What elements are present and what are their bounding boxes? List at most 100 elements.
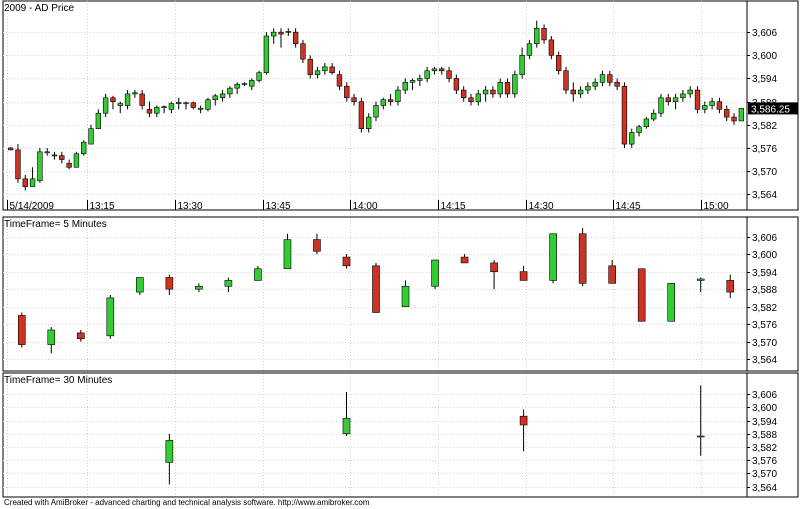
candle-body [614, 82, 620, 87]
last-price-marker: 3,586.25 [748, 102, 798, 115]
candle-body [621, 85, 628, 145]
candle-body [401, 285, 410, 307]
candle-body [278, 31, 284, 35]
candle-body [637, 268, 646, 322]
price-pane: 3,564 3,570 3,576 3,582 3,588 3,594 3,600 3,606… [2, 0, 799, 497]
candle-body [95, 112, 102, 129]
y-tick-label: 3,576 [752, 144, 777, 155]
y-tick-label: 3,582 [752, 303, 777, 314]
y-tick-label: 3,588 [752, 430, 777, 441]
candle-body [234, 83, 240, 89]
candle-body [585, 85, 591, 91]
candle-body [224, 280, 233, 287]
candle-body [66, 163, 72, 168]
candle-body [344, 85, 350, 99]
candle-body [44, 151, 50, 154]
candle-body [446, 70, 452, 79]
candle-body [629, 132, 635, 145]
candle-body [672, 97, 679, 102]
y-tick-label: 3,570 [752, 167, 777, 178]
candle-body [409, 80, 416, 83]
candle-body [431, 68, 438, 72]
candle-body [47, 329, 56, 345]
candle-body [519, 415, 528, 426]
candle-body [314, 70, 321, 75]
candle-body [136, 277, 144, 293]
y-tick-label: 3,606 [752, 233, 777, 244]
y-tick-label: 3,570 [752, 469, 777, 480]
candle-body [254, 268, 262, 281]
candle-body [81, 141, 87, 155]
candle-body [190, 102, 197, 108]
candle-body [726, 280, 735, 293]
y-tick-label: 3,564 [752, 483, 777, 494]
candle-body [165, 277, 174, 290]
candle-body [599, 74, 606, 83]
candle-body [512, 74, 518, 95]
candle-body [372, 265, 380, 313]
timeframe-30min-pane: 3,564 3,570 3,576 3,582 3,588 3,594 3,600 3,606 [2, 372, 799, 498]
candle-body [263, 35, 270, 73]
x-tick-label: 13:15 [90, 201, 115, 212]
y-tick-label: 3,576 [752, 320, 777, 331]
y-tick-label: 3,600 [752, 51, 777, 62]
pane-frame [2, 216, 799, 372]
candle-body [650, 112, 657, 120]
candle-body [73, 153, 80, 168]
candle-body [197, 107, 204, 110]
candle-body [366, 116, 372, 129]
last-price-label: 3,586.25 [751, 104, 790, 115]
x-tick-label: 15:00 [704, 201, 729, 212]
candle-body [592, 82, 598, 87]
y-tick-label: 3,606 [752, 390, 777, 401]
candle-body [176, 102, 182, 104]
x-tick-label: 13:30 [178, 201, 203, 212]
x-tick-label: 14:00 [353, 201, 378, 212]
y-tick-label: 3,594 [752, 268, 777, 279]
candle-body [431, 259, 439, 287]
candle-body [29, 178, 36, 187]
candle-body [738, 108, 745, 122]
candle-body [680, 93, 686, 99]
candle-body [154, 107, 160, 114]
candle-body [271, 31, 277, 37]
candle-body [687, 89, 693, 95]
candle-body [694, 89, 701, 110]
candle-body [139, 93, 145, 106]
candle-body [497, 82, 503, 95]
candle-body [351, 97, 357, 102]
candle-body [307, 58, 313, 75]
candle-body [402, 82, 408, 91]
candle-body [17, 315, 26, 345]
candle-body [534, 27, 540, 45]
candle-body [51, 154, 58, 157]
x-tick-label: 5/14/2009 [10, 201, 55, 212]
candle-body [475, 93, 481, 102]
candle-body [285, 31, 291, 33]
candle-body [548, 39, 555, 56]
candle-body [358, 101, 365, 129]
candle-body [439, 68, 445, 72]
y-tick-label: 3,582 [752, 121, 777, 132]
candle-body [519, 55, 525, 75]
candle-body [342, 418, 351, 435]
candle-body [59, 155, 65, 160]
candle-body [667, 283, 676, 322]
y-tick-label: 3,570 [752, 338, 777, 349]
price-pane-title: 2009 - AD Price [4, 3, 74, 14]
candle-body [665, 97, 671, 102]
candle-body [110, 97, 116, 102]
y-tick-label: 3,588 [752, 285, 777, 296]
candle-body [292, 31, 299, 45]
timeframe-5min-pane: 3,564 3,570 3,576 3,582 3,588 3,594 3,600 3,606 [2, 216, 799, 372]
candle-body [636, 126, 642, 133]
candle-body [212, 95, 218, 101]
candle-body [300, 43, 306, 60]
candle-body [424, 70, 430, 79]
candle-body [387, 99, 394, 102]
y-tick-label: 3,594 [752, 417, 777, 428]
footer-credit: Created with AmiBroker - advanced charti… [4, 498, 370, 507]
candle-body [643, 118, 650, 128]
candle-body [724, 109, 730, 118]
